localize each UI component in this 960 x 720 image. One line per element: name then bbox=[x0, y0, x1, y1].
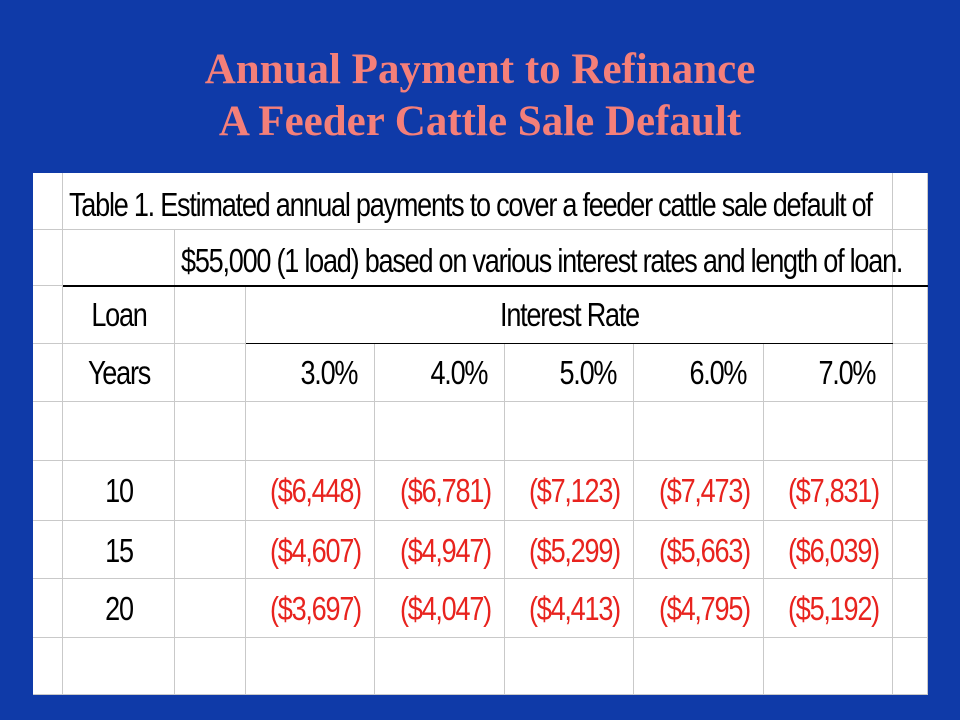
interest-rate-rule bbox=[246, 343, 893, 344]
table-cell bbox=[246, 344, 375, 402]
table-cell bbox=[33, 521, 63, 579]
table-cell bbox=[375, 344, 505, 402]
table-cell bbox=[63, 461, 175, 521]
header-interest-rate: Interest Rate bbox=[500, 296, 640, 333]
payment-cell: ($4,947) bbox=[400, 532, 492, 569]
table-cell bbox=[175, 344, 246, 402]
table-cell bbox=[33, 344, 63, 402]
table-cell bbox=[33, 638, 63, 695]
table-cell bbox=[33, 579, 63, 638]
payment-cell: ($4,413) bbox=[529, 590, 621, 627]
payment-cell: ($4,795) bbox=[659, 590, 751, 627]
header-rate: 4.0% bbox=[430, 354, 488, 391]
table-cell bbox=[63, 579, 175, 638]
table-cell bbox=[175, 521, 246, 579]
header-loan: Loan bbox=[91, 296, 148, 333]
loan-years-cell: 15 bbox=[105, 532, 134, 569]
table-cell bbox=[63, 638, 175, 695]
payment-cell: ($7,123) bbox=[529, 472, 621, 509]
table-cell bbox=[33, 402, 63, 461]
table-cell bbox=[246, 579, 375, 638]
loan-years-cell: 10 bbox=[105, 472, 134, 509]
payment-cell: ($5,299) bbox=[529, 532, 621, 569]
table-cell bbox=[893, 344, 928, 402]
table-cell bbox=[375, 461, 505, 521]
header-rate: 3.0% bbox=[300, 354, 358, 391]
table-cell bbox=[634, 638, 764, 695]
table-cell bbox=[246, 402, 375, 461]
header-rate: 6.0% bbox=[689, 354, 747, 391]
table-cell bbox=[764, 461, 893, 521]
table-cell bbox=[634, 461, 764, 521]
payment-cell: ($7,831) bbox=[788, 472, 880, 509]
slide-title-line-1: Annual Payment to Refinance bbox=[204, 46, 756, 93]
table-top-rule bbox=[63, 285, 928, 287]
table-cell bbox=[505, 402, 634, 461]
table-cell bbox=[63, 521, 175, 579]
table-cell bbox=[893, 286, 928, 344]
payment-cell: ($6,039) bbox=[788, 532, 880, 569]
header-rate: 5.0% bbox=[559, 354, 617, 391]
table-cell bbox=[33, 461, 63, 521]
payment-cell: ($4,047) bbox=[400, 590, 492, 627]
table-cell bbox=[175, 402, 246, 461]
table-cell bbox=[63, 344, 175, 402]
header-years: Years bbox=[87, 354, 151, 391]
payment-cell: ($6,448) bbox=[270, 472, 362, 509]
table-cell bbox=[893, 173, 928, 230]
table-cell bbox=[505, 461, 634, 521]
table-cell bbox=[175, 286, 246, 344]
table-cell bbox=[505, 579, 634, 638]
table-cell bbox=[175, 638, 246, 695]
table-cell bbox=[63, 230, 175, 286]
table-cell bbox=[634, 579, 764, 638]
table-cell bbox=[63, 286, 175, 344]
table-cell bbox=[375, 579, 505, 638]
table-cell bbox=[505, 638, 634, 695]
table-cell bbox=[375, 638, 505, 695]
payment-cell: ($5,192) bbox=[788, 590, 880, 627]
table-cell bbox=[246, 461, 375, 521]
table-cell bbox=[764, 402, 893, 461]
table-cell bbox=[505, 521, 634, 579]
table-cell bbox=[175, 579, 246, 638]
spreadsheet-table: Table 1. Estimated annual payments to co… bbox=[33, 173, 928, 695]
table-cell bbox=[893, 402, 928, 461]
payment-cell: ($6,781) bbox=[400, 472, 492, 509]
table-cell bbox=[764, 579, 893, 638]
table-caption-line-2: $55,000 (1 load) based on various intere… bbox=[181, 242, 903, 279]
table-cell bbox=[893, 638, 928, 695]
table-cell bbox=[33, 173, 63, 230]
table-cell bbox=[893, 230, 928, 286]
table-cell bbox=[764, 638, 893, 695]
table-cell bbox=[246, 638, 375, 695]
payment-cell: ($4,607) bbox=[270, 532, 362, 569]
table-cell bbox=[893, 461, 928, 521]
payment-cell: ($5,663) bbox=[659, 532, 751, 569]
table-cell bbox=[375, 521, 505, 579]
slide-title: Annual Payment to Refinance A Feeder Cat… bbox=[0, 44, 960, 148]
table-cell bbox=[375, 402, 505, 461]
table-cell bbox=[893, 579, 928, 638]
table-cell bbox=[33, 230, 63, 286]
table-cell bbox=[175, 461, 246, 521]
table-cell bbox=[33, 286, 63, 344]
payment-cell: ($7,473) bbox=[659, 472, 751, 509]
loan-years-cell: 20 bbox=[105, 590, 134, 627]
table-cell bbox=[505, 344, 634, 402]
table-cell bbox=[246, 521, 375, 579]
table-cell bbox=[634, 344, 764, 402]
slide-title-line-2: A Feeder Cattle Sale Default bbox=[218, 98, 742, 145]
table-cell bbox=[893, 521, 928, 579]
table-caption-line-1: Table 1. Estimated annual payments to co… bbox=[69, 186, 873, 223]
table-cell bbox=[634, 521, 764, 579]
table-cell bbox=[634, 402, 764, 461]
table-cell bbox=[764, 521, 893, 579]
payment-cell: ($3,697) bbox=[270, 590, 362, 627]
header-rate: 7.0% bbox=[818, 354, 876, 391]
table-cell bbox=[63, 402, 175, 461]
table-cell bbox=[764, 344, 893, 402]
